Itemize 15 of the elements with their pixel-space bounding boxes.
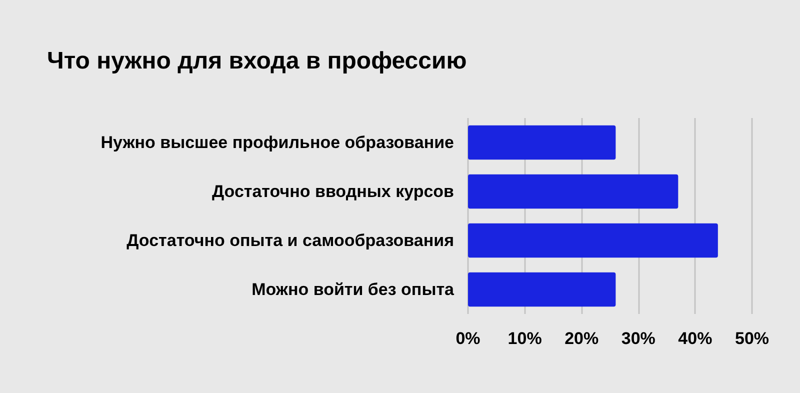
y-tick-label: Достаточно вводных курсов xyxy=(212,182,454,201)
x-tick-label: 50% xyxy=(734,329,770,348)
x-tick-label: 20% xyxy=(564,329,599,348)
bar xyxy=(468,174,678,209)
bar xyxy=(468,125,616,160)
bar xyxy=(468,272,616,307)
y-tick-label: Достаточно опыта и самообразования xyxy=(126,231,454,250)
x-tick-label: 10% xyxy=(508,329,542,348)
x-tick-label: 30% xyxy=(621,329,656,348)
x-tick-label: 0% xyxy=(456,329,480,348)
bar xyxy=(468,223,718,258)
y-tick-label: Можно войти без опыта xyxy=(252,280,455,299)
x-tick-label: 40% xyxy=(678,329,712,348)
text: Что нужно для входа в профессию xyxy=(47,48,467,74)
y-tick-label: Нужно высшее профильное образование xyxy=(100,133,454,152)
